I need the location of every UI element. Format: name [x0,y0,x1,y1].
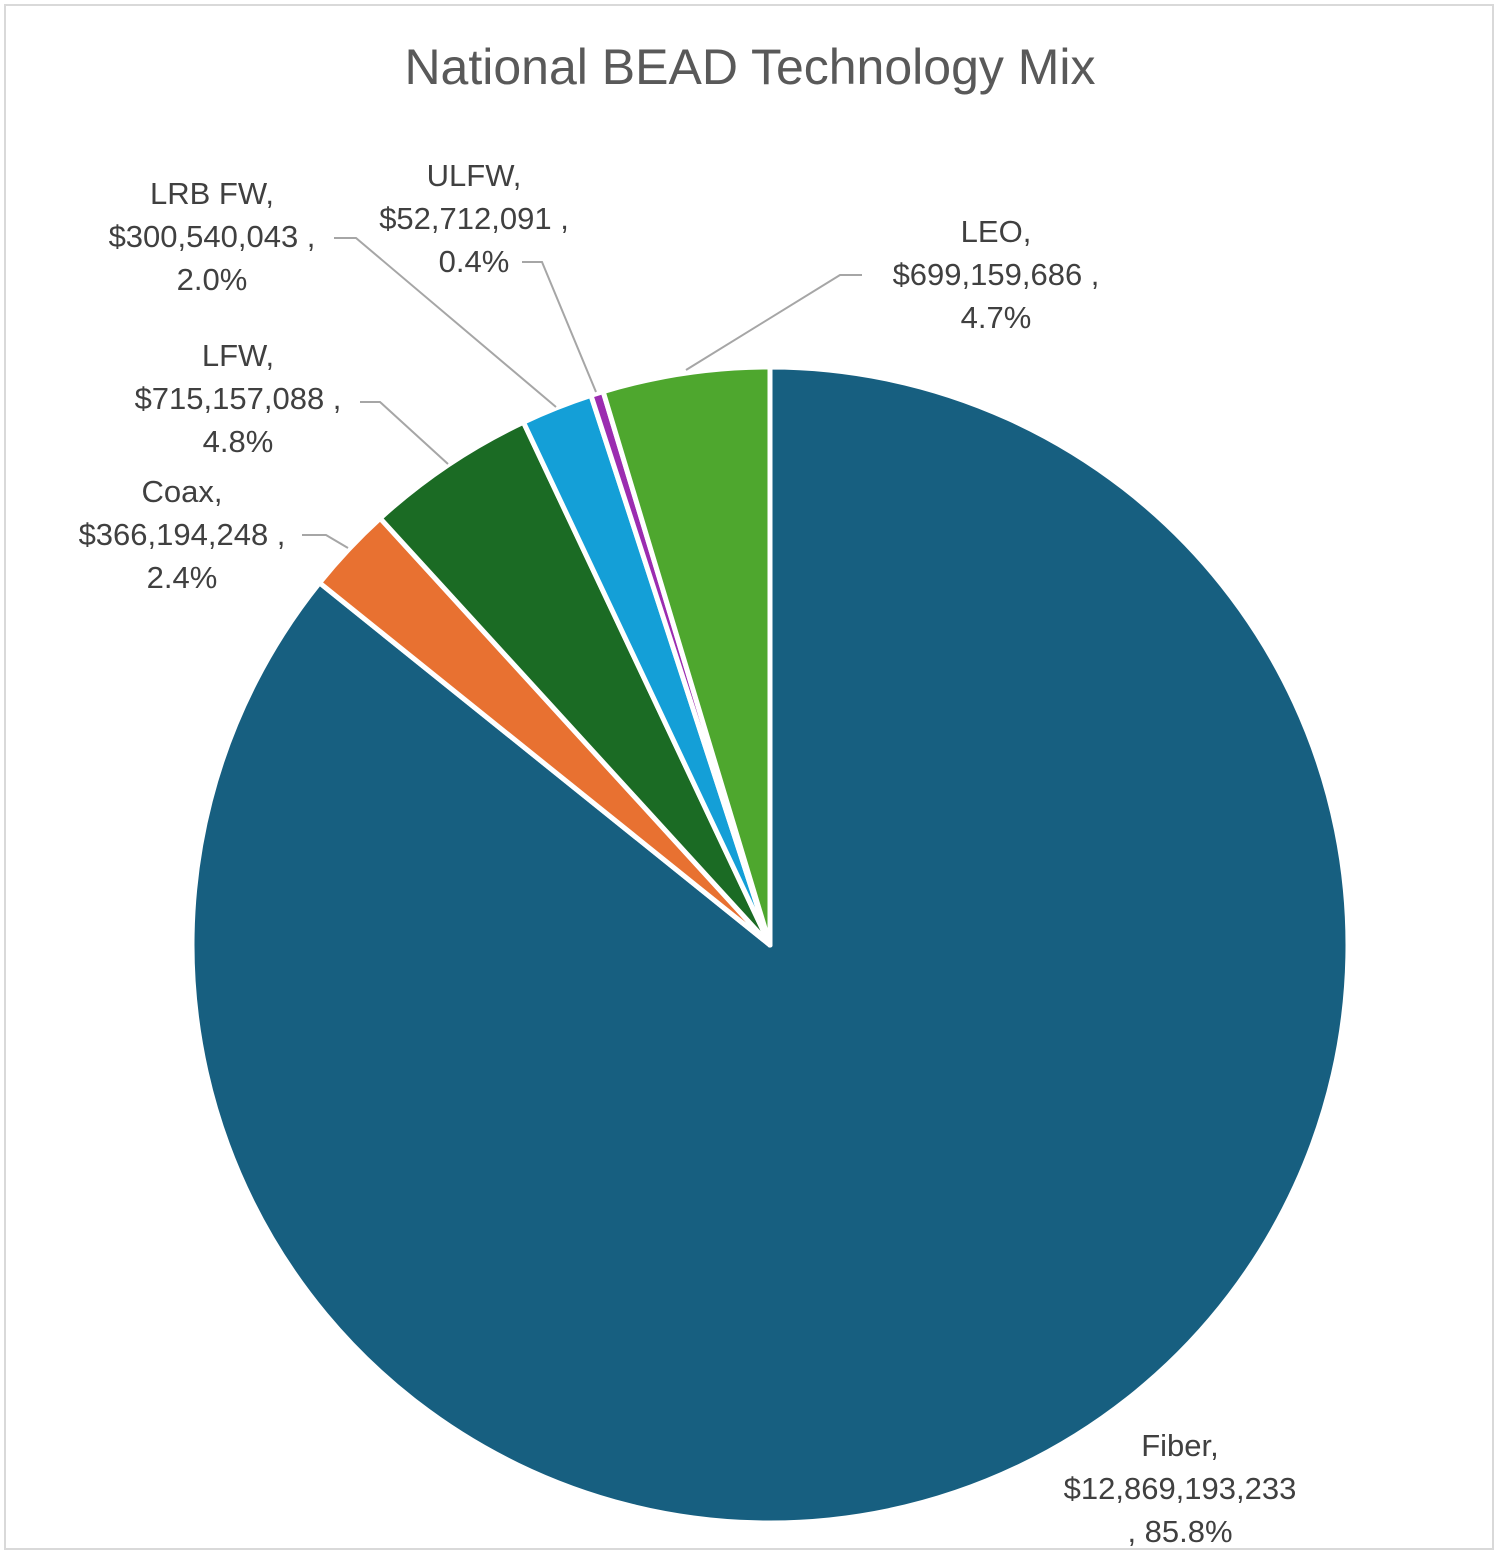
data-label-lrb-fw-line: 2.0% [177,262,248,297]
leader-lines [302,237,862,549]
data-label-coax-line: Coax, [142,474,223,509]
data-label-lrb-fw: LRB FW, $300,540,043 , 2.0% [109,176,316,297]
data-label-leo-line: $699,159,686 , [893,257,1100,292]
leader-line-coax [302,534,349,549]
data-label-coax-line: $366,194,248 , [79,517,286,552]
data-label-fiber-line: , 85.8% [1127,1514,1232,1549]
data-labels: Fiber, $12,869,193,233 , 85.8% Coax, $366,19… [79,158,1297,1549]
data-label-ulfw-line: ULFW, [427,158,522,193]
leader-line-lrb-fw [334,237,557,408]
data-label-lfw: LFW, $715,157,088 , 4.8% [135,338,342,459]
data-label-ulfw-line: 0.4% [439,244,510,279]
pie-slice-lfw [377,419,773,948]
data-label-fiber-line: Fiber, [1141,1428,1219,1463]
data-label-lrb-fw-line: $300,540,043 , [109,219,316,254]
data-label-fiber-line: $12,869,193,233 [1064,1471,1297,1506]
data-label-leo-line: LEO, [961,214,1032,249]
data-label-fiber: Fiber, $12,869,193,233 , 85.8% [1064,1428,1297,1549]
data-label-leo-line: 4.7% [961,300,1032,335]
data-label-leo: LEO, $699,159,686 , 4.7% [893,214,1100,335]
data-label-lfw-line: $715,157,088 , [135,381,342,416]
data-label-lfw-line: LFW, [202,338,274,373]
data-label-coax-line: 2.4% [147,560,218,595]
leader-line-lfw [360,401,449,465]
leader-line-ulfw [522,261,597,393]
leader-line-leo [685,274,862,371]
pie-slice-leo [600,364,773,948]
chart-title: National BEAD Technology Mix [404,39,1096,95]
data-label-coax: Coax, $366,194,248 , 2.4% [79,474,286,595]
data-label-ulfw: ULFW, $52,712,091 , 0.4% [379,158,569,279]
pie-slices [189,364,1351,1526]
data-label-lrb-fw-line: LRB FW, [150,176,274,211]
data-label-lfw-line: 4.8% [203,424,274,459]
data-label-ulfw-line: $52,712,091 , [379,201,569,236]
